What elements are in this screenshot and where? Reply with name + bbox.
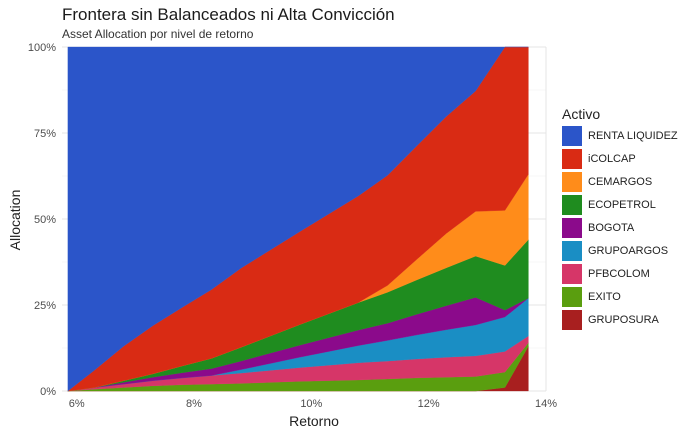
x-tick-label: 10% xyxy=(300,398,322,410)
legend-label: GRUPOSURA xyxy=(588,313,659,326)
legend-item-cemargos: CEMARGOS xyxy=(562,170,678,193)
legend-title: Activo xyxy=(562,106,601,122)
chart-title: Frontera sin Balanceados ni Alta Convicc… xyxy=(62,5,395,24)
legend-swatch xyxy=(562,263,582,284)
x-axis-label: Retorno xyxy=(289,413,339,429)
legend-item-renta-liquidez: RENTA LIQUIDEZ xyxy=(562,124,678,147)
y-tick-label: 100% xyxy=(28,42,56,54)
y-tick-label: 25% xyxy=(34,300,56,312)
legend-item-icolcap: iCOLCAP xyxy=(562,147,678,170)
legend-label: ECOPETROL xyxy=(588,198,656,211)
legend-swatch xyxy=(562,194,582,215)
y-axis-label: Allocation xyxy=(7,190,23,251)
x-tick-label: 14% xyxy=(535,398,557,410)
legend: RENTA LIQUIDEZ iCOLCAP CEMARGOS ECOPETROL BO… xyxy=(562,124,678,331)
y-tick-label: 75% xyxy=(34,128,56,140)
legend-item-pfbcolom: PFBCOLOM xyxy=(562,262,678,285)
legend-label: GRUPOARGOS xyxy=(588,244,669,257)
legend-item-gruposura: GRUPOSURA xyxy=(562,308,678,331)
area-series xyxy=(67,46,529,392)
x-tick-label: 12% xyxy=(418,398,440,410)
legend-swatch xyxy=(562,309,582,330)
x-tick-label: 8% xyxy=(186,398,202,410)
legend-item-ecopetrol: ECOPETROL xyxy=(562,193,678,216)
legend-swatch xyxy=(562,217,582,238)
legend-item-exito: EXITO xyxy=(562,285,678,308)
legend-label: RENTA LIQUIDEZ xyxy=(588,129,678,142)
chart-subtitle: Asset Allocation por nivel de retorno xyxy=(62,27,254,41)
legend-swatch xyxy=(562,125,582,146)
legend-swatch xyxy=(562,148,582,169)
legend-item-bogota: BOGOTA xyxy=(562,216,678,239)
x-tick-label: 6% xyxy=(69,398,85,410)
y-tick-label: 50% xyxy=(34,214,56,226)
legend-label: BOGOTA xyxy=(588,221,635,234)
legend-item-grupoargos: GRUPOARGOS xyxy=(562,239,678,262)
legend-label: PFBCOLOM xyxy=(588,267,650,280)
legend-swatch xyxy=(562,171,582,192)
legend-swatch xyxy=(562,240,582,261)
y-tick-label: 0% xyxy=(40,386,56,398)
axes: Retorno Allocation 0% 25% 50% 75% 100% 6% 8% 10… xyxy=(7,42,557,429)
area-renta-liquidez xyxy=(67,46,529,392)
legend-label: CEMARGOS xyxy=(588,175,653,188)
legend-swatch xyxy=(562,286,582,307)
legend-label: iCOLCAP xyxy=(588,152,636,165)
legend-label: EXITO xyxy=(588,290,621,303)
